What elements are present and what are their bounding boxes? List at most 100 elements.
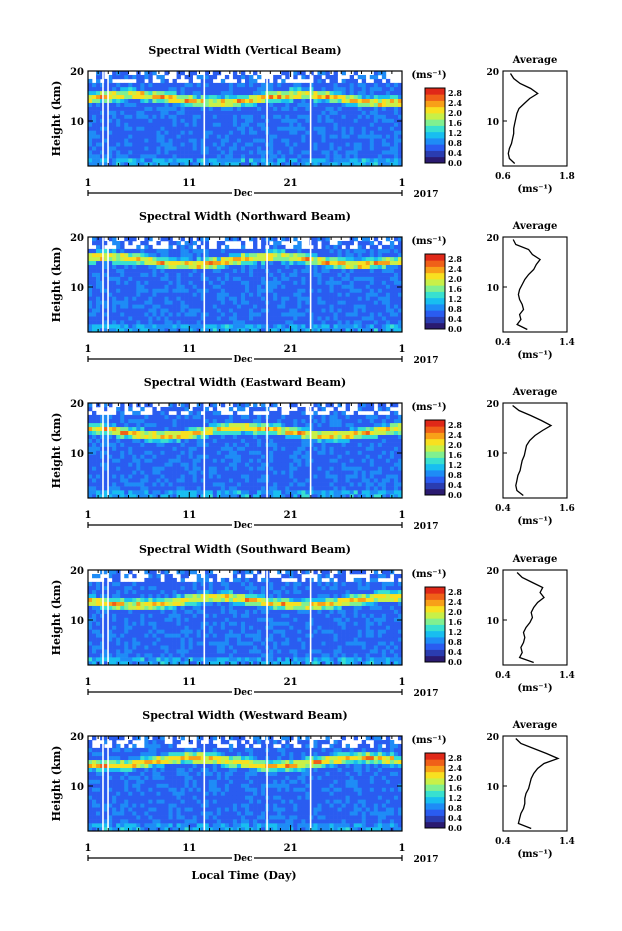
heatmap-cell bbox=[88, 82, 93, 88]
heatmap-cell bbox=[88, 106, 93, 111]
heatmap-cell bbox=[253, 158, 258, 163]
heatmap-cell bbox=[397, 82, 403, 88]
heatmap-cell bbox=[124, 296, 129, 301]
heatmap-cell bbox=[120, 264, 125, 269]
heatmap-cell bbox=[200, 312, 206, 317]
heatmap-cell bbox=[285, 490, 290, 495]
heatmap-cell bbox=[120, 158, 125, 163]
heatmap-cell bbox=[224, 256, 230, 262]
heatmap-cell bbox=[132, 324, 137, 329]
heatmap-cell bbox=[124, 446, 129, 451]
heatmap-cell bbox=[224, 486, 230, 491]
heatmap-cell bbox=[313, 292, 318, 297]
heatmap-cell bbox=[373, 276, 379, 281]
heatmap-cell bbox=[200, 320, 206, 325]
heatmap-cell bbox=[349, 304, 354, 309]
heatmap-cell bbox=[132, 288, 137, 293]
heatmap-cell bbox=[236, 272, 242, 277]
heatmap-cell bbox=[245, 288, 250, 293]
heatmap-cell bbox=[373, 130, 379, 135]
heatmap-cell bbox=[116, 154, 121, 159]
heatmap-cell bbox=[164, 470, 169, 475]
heatmap-cell bbox=[144, 138, 149, 143]
heatmap-cell bbox=[281, 280, 286, 285]
heatmap-cell bbox=[208, 482, 214, 487]
heatmap-cell bbox=[281, 426, 286, 432]
heatmap-cell bbox=[188, 422, 193, 428]
heatmap-cell bbox=[156, 82, 161, 88]
heatmap-cell bbox=[236, 268, 242, 273]
heatmap-cell bbox=[156, 462, 161, 467]
heatmap-cell bbox=[253, 466, 258, 471]
heatmap-cell bbox=[128, 418, 133, 424]
heatmap-cell bbox=[88, 438, 93, 443]
heatmap-cell bbox=[361, 316, 367, 321]
heatmap-cell bbox=[297, 300, 302, 305]
heatmap-cell bbox=[212, 86, 218, 92]
heatmap-cell bbox=[353, 272, 359, 277]
heatmap-cell bbox=[232, 490, 238, 495]
heatmap-cell bbox=[281, 248, 286, 254]
heatmap-cell bbox=[200, 454, 206, 459]
heatmap-cell bbox=[92, 320, 97, 325]
heatmap-cell bbox=[128, 450, 133, 455]
heatmap-cell bbox=[228, 284, 234, 289]
heatmap-cell bbox=[261, 264, 266, 269]
heatmap-cell bbox=[289, 304, 294, 309]
heatmap-cell bbox=[204, 240, 210, 246]
heatmap-cell bbox=[245, 482, 250, 487]
heatmap-cell bbox=[333, 122, 338, 127]
heatmap-cell bbox=[96, 268, 101, 273]
heatmap-cell bbox=[188, 292, 193, 297]
heatmap-cell bbox=[96, 260, 101, 266]
heatmap-cell bbox=[277, 94, 282, 100]
heatmap-cell bbox=[200, 414, 206, 420]
heatmap-cell bbox=[373, 102, 379, 107]
heatmap-cell bbox=[345, 102, 350, 107]
heatmap-cell bbox=[192, 406, 197, 412]
heatmap-cell bbox=[285, 328, 290, 333]
heatmap-cell bbox=[108, 252, 113, 258]
heatmap-cell bbox=[140, 430, 145, 435]
heatmap-cell bbox=[112, 150, 117, 155]
heatmap-cell bbox=[140, 328, 145, 333]
heatmap-cell bbox=[321, 316, 326, 321]
heatmap-cell bbox=[104, 466, 109, 471]
heatmap-cell bbox=[309, 71, 314, 76]
heatmap-cell bbox=[128, 118, 133, 123]
heatmap-cell bbox=[285, 98, 290, 103]
heatmap-cell bbox=[325, 252, 330, 258]
heatmap-cell bbox=[124, 288, 129, 293]
heatmap-cell bbox=[337, 288, 342, 293]
heatmap-cell bbox=[124, 110, 129, 115]
heatmap-cell bbox=[285, 280, 290, 285]
heatmap-cell bbox=[325, 288, 330, 293]
heatmap-cell bbox=[253, 320, 258, 325]
heatmap-cell bbox=[196, 256, 202, 262]
heatmap-cell bbox=[180, 328, 185, 333]
heatmap-cell bbox=[377, 300, 383, 305]
heatmap-cell bbox=[176, 446, 181, 451]
heatmap-cell bbox=[96, 320, 101, 325]
heatmap-cell bbox=[236, 252, 242, 258]
heatmap-cell bbox=[353, 130, 359, 135]
heatmap-cell bbox=[253, 426, 258, 432]
heatmap-cell bbox=[269, 98, 274, 103]
heatmap-cell bbox=[204, 110, 210, 115]
heatmap-cell bbox=[192, 118, 197, 123]
heatmap-cell bbox=[228, 288, 234, 293]
heatmap-cell bbox=[208, 414, 214, 420]
heatmap-cell bbox=[172, 466, 177, 471]
heatmap-cell bbox=[385, 256, 391, 262]
heatmap-cell bbox=[200, 446, 206, 451]
heatmap-cell bbox=[293, 454, 298, 459]
heatmap-cell bbox=[140, 482, 145, 487]
heatmap-cell bbox=[389, 260, 395, 266]
heatmap-cell bbox=[228, 138, 234, 143]
heatmap-cell bbox=[393, 126, 399, 131]
heatmap-cell bbox=[140, 304, 145, 309]
heatmap-cell bbox=[389, 252, 395, 258]
heatmap-cell bbox=[357, 106, 363, 111]
heatmap-cell bbox=[208, 102, 214, 107]
heatmap-cell bbox=[192, 122, 197, 127]
